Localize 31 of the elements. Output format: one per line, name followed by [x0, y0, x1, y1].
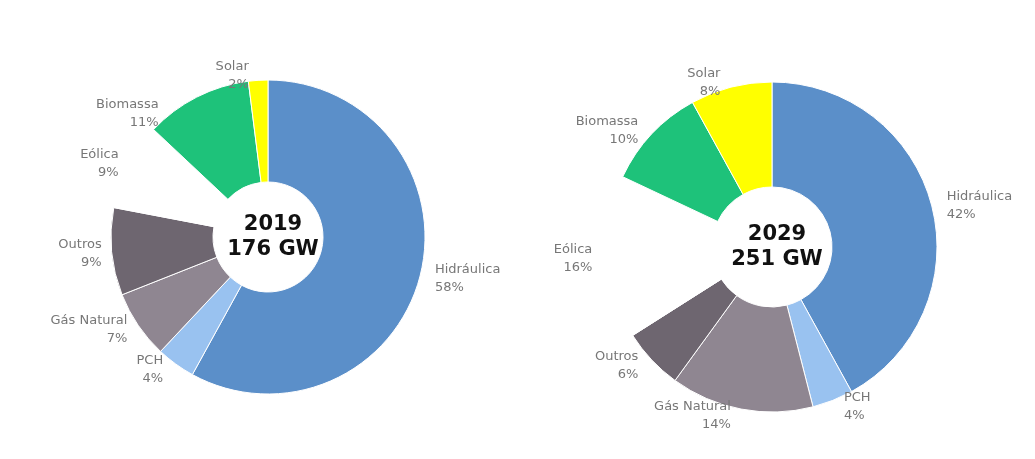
- data-label: 2%: [228, 75, 249, 91]
- data-label: 58%: [434, 279, 464, 295]
- slice-label: Outros: [594, 347, 639, 363]
- data-label: 6%: [617, 365, 639, 381]
- text: 176 GW: [227, 235, 319, 260]
- text: 2029: [747, 220, 807, 245]
- data-label: 9%: [81, 253, 102, 269]
- data-label: 10%: [609, 131, 639, 147]
- data-label: 11%: [129, 113, 159, 129]
- data-label: 4%: [142, 370, 164, 386]
- data-label: 42%: [946, 205, 976, 221]
- slice-label: Hidráulica: [946, 187, 1013, 203]
- text: 2019: [243, 210, 303, 235]
- data-label: 9%: [98, 164, 119, 180]
- slice-label: Biomassa: [575, 113, 639, 129]
- slice-label: Solar: [687, 64, 722, 80]
- slice-label: Eólica: [553, 241, 593, 257]
- data-label: 4%: [843, 407, 865, 423]
- slice-label: Eólica: [80, 146, 119, 162]
- slice-label: PCH: [843, 389, 871, 405]
- data-label: 14%: [702, 416, 731, 432]
- slice-label: Biomassa: [96, 95, 159, 111]
- slice-label: Gás Natural: [50, 312, 128, 328]
- slice-label: Outros: [58, 235, 102, 251]
- text: 251 GW: [731, 245, 823, 270]
- data-label: 16%: [563, 259, 593, 275]
- slice-label: Solar: [215, 57, 250, 73]
- slice-label: Hidráulica: [434, 261, 501, 277]
- data-label: 8%: [699, 82, 721, 98]
- data-label: 7%: [106, 330, 128, 346]
- slice-label: PCH: [136, 352, 164, 368]
